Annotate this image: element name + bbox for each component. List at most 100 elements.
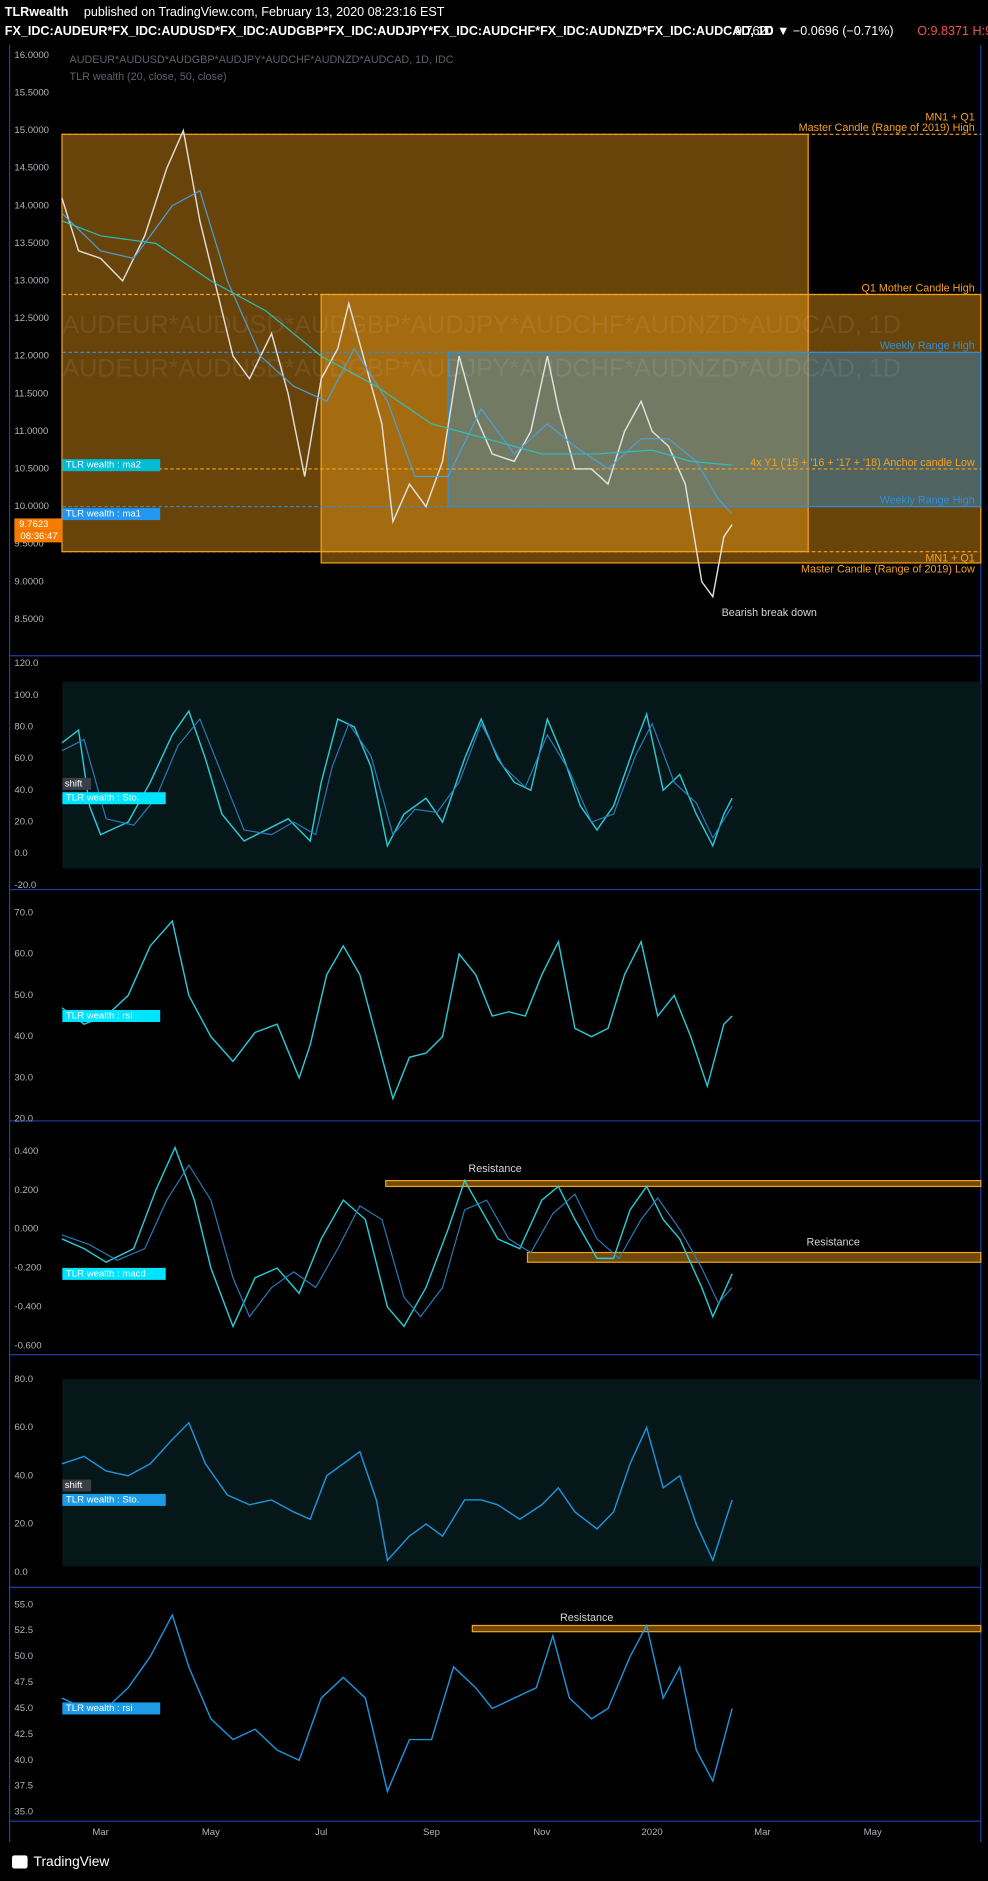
series-label-box	[62, 1267, 166, 1280]
y-tick-label: 30.0	[14, 1072, 33, 1083]
panel-band	[62, 681, 981, 869]
panel-band	[62, 1379, 981, 1567]
watermark: AUDEUR*AUDUSD*AUDGBP*AUDJPY*AUDCHF*AUDNZ…	[62, 311, 901, 339]
brand: TradingView	[34, 1854, 110, 1869]
series-label: TLR wealth : macd	[66, 1268, 146, 1279]
series-line	[61, 1145, 733, 1329]
y-tick-label: 0.0	[14, 848, 27, 859]
y-tick-label: 8.5000	[14, 614, 43, 625]
shift-box	[62, 1479, 92, 1492]
y-tick-label: -0.400	[14, 1301, 41, 1312]
legend-title: AUDEUR*AUDUSD*AUDGBP*AUDJPY*AUDCHF*AUDNZ…	[70, 54, 454, 66]
logo	[11, 1855, 28, 1869]
y-tick-label: 50.0	[14, 990, 33, 1001]
y-tick-label: 70.0	[14, 907, 33, 918]
y-tick-label: 12.0000	[14, 351, 49, 362]
series-label-box	[62, 1010, 161, 1022]
y-tick-label: 120.0	[14, 658, 38, 669]
countdown: 08:36:47	[20, 531, 57, 542]
y-tick-label: 52.5	[14, 1625, 33, 1636]
y-tick-label: 20.0	[14, 1114, 33, 1125]
y-tick-label: 0.200	[14, 1185, 38, 1196]
annotation: Resistance	[468, 1163, 521, 1175]
series-line	[61, 1163, 733, 1318]
series-line	[61, 128, 733, 599]
y-tick-label: -0.200	[14, 1263, 41, 1274]
last-price-box	[14, 518, 63, 531]
level-label: 4x Y1 ('15 + '16 + '17 + '18) Anchor can…	[750, 457, 975, 469]
y-tick-label: 14.0000	[14, 200, 49, 211]
y-tick-label: 11.0000	[14, 426, 48, 437]
y-tick-label: 40.0	[14, 1470, 33, 1481]
x-tick-label: Mar	[754, 1827, 771, 1838]
quote: 9.7620 ▼ −0.0696 (−0.71%)	[735, 24, 894, 38]
y-tick-label: 0.000	[14, 1224, 38, 1235]
y-tick-label: 42.5	[14, 1729, 33, 1740]
level-label: MN1 + Q1	[925, 553, 974, 565]
y-tick-label: 40.0	[14, 1031, 33, 1042]
y-tick-label: 10.0000	[14, 501, 49, 512]
y-tick-label: 10.5000	[14, 463, 49, 474]
series-label-box	[62, 1702, 161, 1715]
y-tick-label: 13.5000	[14, 238, 49, 249]
y-tick-label: 50.0	[14, 1651, 33, 1662]
level-label: Master Candle (Range of 2019) Low	[801, 563, 975, 575]
annotation: Resistance	[807, 1237, 860, 1249]
shift-label: shift	[65, 1480, 83, 1491]
y-tick-label: 100.0	[14, 690, 38, 701]
y-tick-label: 40.0	[14, 785, 33, 796]
y-tick-label: 20.0	[14, 817, 33, 828]
level-label: Master Candle (Range of 2019) High	[799, 122, 975, 134]
x-tick-label: Jul	[315, 1827, 327, 1838]
shift-label: shift	[65, 778, 83, 789]
zone	[526, 1251, 982, 1263]
y-tick-label: 9.0000	[14, 576, 43, 587]
series-label: TLR wealth : ma1	[66, 509, 141, 520]
published: published on TradingView.com, February 1…	[84, 5, 445, 19]
shift-box	[62, 777, 92, 790]
y-tick-label: 20.0	[14, 1519, 33, 1530]
level-label: Weekly Range High	[880, 340, 975, 352]
y-tick-label: 35.0	[14, 1807, 33, 1818]
series-label-box	[62, 1493, 166, 1506]
series-line	[61, 1421, 733, 1563]
y-tick-label: 11.5000	[14, 388, 48, 399]
level-label: MN1 + Q1	[925, 111, 974, 123]
legend-indicator: TLR wealth (20, close, 50, close)	[70, 71, 227, 83]
y-tick-label: 40.0	[14, 1755, 33, 1766]
series-label-box	[62, 508, 161, 521]
y-tick-label: -0.600	[14, 1340, 41, 1351]
y-tick-label: 13.0000	[14, 275, 49, 286]
y-tick-label: 16.0000	[14, 50, 49, 61]
y-tick-label: 37.5	[14, 1781, 33, 1792]
x-tick-label: May	[202, 1827, 220, 1838]
y-tick-label: 15.0000	[14, 125, 49, 136]
y-tick-label: 55.0	[14, 1599, 33, 1610]
y-tick-label: 15.5000	[14, 87, 49, 98]
series-line	[61, 189, 733, 515]
series-label-box	[62, 792, 166, 805]
x-tick-label: Mar	[92, 1827, 109, 1838]
y-tick-label: -20.0	[14, 880, 36, 891]
series-line	[61, 717, 733, 840]
y-tick-label: 60.0	[14, 753, 33, 764]
annotation: Resistance	[560, 1612, 613, 1624]
x-tick-label: Nov	[533, 1827, 550, 1838]
y-tick-label: 9.5000	[14, 539, 43, 550]
x-tick-label: Sep	[423, 1827, 440, 1838]
y-tick-label: 45.0	[14, 1703, 33, 1714]
y-tick-label: 14.5000	[14, 163, 49, 174]
y-tick-label: 60.0	[14, 1422, 33, 1433]
y-tick-label: 80.0	[14, 1374, 33, 1385]
series-label-box	[62, 459, 161, 472]
y-tick-label: 60.0	[14, 949, 33, 960]
y-tick-label: 0.400	[14, 1146, 38, 1157]
series-label: TLR wealth : Sto.	[66, 1494, 139, 1505]
series-label: TLR wealth : ma2	[66, 460, 141, 471]
x-tick-label: May	[864, 1827, 882, 1838]
last-price: 9.7623	[19, 519, 48, 530]
annotation: Bearish break down	[722, 607, 817, 619]
series-line	[61, 709, 733, 848]
